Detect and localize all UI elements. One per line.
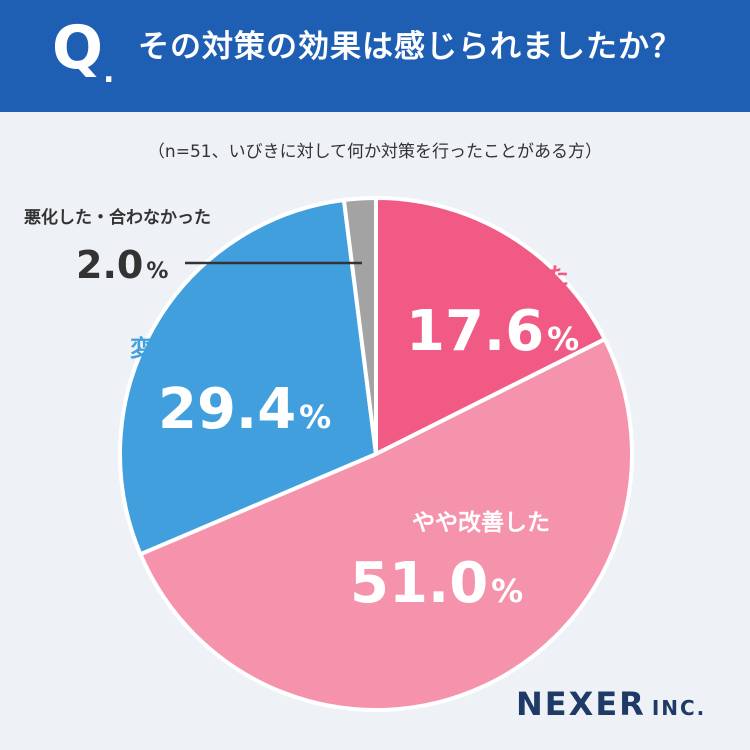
- header-bar: Q . その対策の効果は感じられましたか？: [0, 0, 750, 112]
- pie-slices: [118, 196, 635, 712]
- nexer-logo: NEXER INC.: [516, 688, 706, 720]
- percent-unit: %: [491, 572, 523, 610]
- sample-note: （n=51、いびきに対して何か対策を行ったことがある方）: [147, 142, 603, 162]
- label-worsened: 悪化した・合わなかった: [24, 207, 211, 228]
- value-worsened: 2.0%: [76, 243, 168, 287]
- percent-unit: %: [299, 398, 331, 436]
- slice-no-change: [118, 198, 378, 557]
- label-somewhat-improved: やや改善した: [412, 509, 550, 536]
- logo-name: NEXER: [516, 685, 646, 723]
- q-mark: Q: [52, 13, 104, 83]
- slice-greatly-improved: [374, 196, 607, 456]
- label-no-change: 変わらなかった: [130, 335, 291, 362]
- slice-somewhat-improved: [138, 337, 635, 712]
- pie-labels: かなり改善した17.6%やや改善した51.0%変わらなかった29.4%悪化した・…: [24, 207, 579, 616]
- logo-suffix: INC.: [651, 696, 707, 720]
- percent-unit: %: [146, 259, 168, 284]
- question-title: その対策の効果は感じられましたか？: [138, 29, 682, 65]
- label-greatly-improved: かなり改善した: [408, 263, 569, 290]
- q-dot: .: [103, 55, 115, 90]
- percent-unit: %: [547, 320, 579, 358]
